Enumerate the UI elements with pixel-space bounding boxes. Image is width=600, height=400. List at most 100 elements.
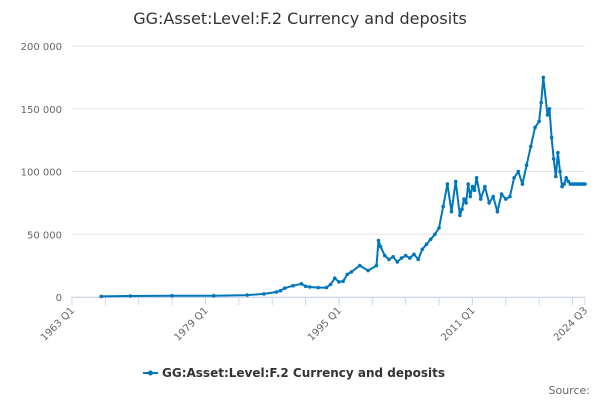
data-point (466, 182, 471, 186)
data-point (524, 163, 529, 167)
y-gridlines (72, 45, 585, 298)
data-point (551, 157, 556, 161)
data-point (554, 174, 558, 179)
data-point (468, 194, 473, 199)
data-point (472, 188, 477, 193)
data-point (341, 279, 345, 284)
data-point (299, 282, 304, 286)
data-point (541, 75, 546, 80)
x-tick-label: 1963 Q1 (39, 305, 77, 343)
data-point (358, 263, 362, 268)
data-point (564, 176, 568, 180)
data-point (328, 282, 333, 287)
data-point (424, 242, 429, 247)
y-tick-label: 100 000 (21, 168, 62, 179)
data-point (282, 286, 287, 291)
y-tick-label: 0 (56, 293, 62, 304)
data-point (504, 197, 508, 201)
data-point (345, 272, 350, 277)
y-tick-label: 150 000 (21, 105, 62, 116)
data-point (453, 179, 458, 184)
data-point (128, 294, 133, 298)
data-point (316, 285, 320, 290)
data-point (445, 182, 450, 186)
data-point (333, 276, 337, 281)
data-point (487, 201, 491, 205)
x-axis: 1963 Q1 1979 Q1 1995 Q1 2011 Q1 2024 Q3 (39, 297, 590, 343)
data-point (274, 290, 279, 294)
data-point (378, 245, 383, 249)
y-tick-label: 200 000 (21, 42, 62, 53)
data-point (449, 209, 454, 214)
data-point (529, 144, 533, 149)
data-point (99, 294, 103, 299)
data-point (516, 169, 521, 174)
data-point (566, 179, 571, 184)
data-point (433, 232, 437, 237)
data-point (499, 192, 504, 196)
data-point (556, 150, 560, 155)
data-point (458, 213, 462, 218)
data-point (420, 247, 425, 252)
data-point (387, 257, 391, 262)
data-point (416, 257, 421, 262)
x-tick-label: 1995 Q1 (306, 305, 344, 343)
data-point (583, 182, 587, 186)
data-point (303, 284, 308, 289)
chart-title: GG:Asset:Level:F.2 Currency and deposits (133, 9, 467, 28)
data-point (170, 293, 174, 298)
data-point (291, 283, 295, 288)
data-point (533, 125, 537, 130)
source-label: Source: (549, 384, 591, 397)
data-point (460, 207, 464, 211)
data-point (395, 260, 400, 264)
data-point (337, 280, 341, 284)
y-axis-ticks: 0 50 000 100 000 150 000 200 000 (21, 42, 62, 304)
data-point (495, 209, 500, 214)
data-point (324, 285, 329, 290)
data-point (547, 107, 552, 111)
data-point (412, 252, 416, 257)
data-point (520, 182, 525, 186)
data-point (403, 253, 408, 258)
data-point (245, 293, 249, 297)
data-point (349, 270, 354, 274)
data-point (441, 204, 446, 209)
data-point (560, 184, 564, 189)
x-tick-label: 2024 Q3 (552, 305, 590, 343)
data-point (374, 263, 379, 268)
data-point (470, 184, 475, 189)
y-tick-label: 50 000 (27, 230, 62, 241)
data-point (474, 176, 479, 180)
data-point (278, 288, 283, 293)
data-point (462, 197, 466, 201)
data-point (545, 113, 550, 117)
data-point (539, 100, 543, 105)
data-point (491, 194, 496, 199)
data-point (376, 238, 381, 243)
legend-marker-symbol (148, 370, 153, 376)
data-point (391, 254, 395, 259)
data-point (512, 176, 516, 180)
data-point (212, 293, 216, 298)
data-point (562, 182, 566, 186)
data-point (428, 237, 433, 242)
data-point (366, 268, 370, 273)
data-point (508, 194, 512, 199)
data-point (383, 253, 387, 258)
data-point (537, 119, 541, 124)
data-point (464, 201, 468, 205)
data-point (478, 197, 483, 201)
data-point (437, 226, 441, 230)
legend[interactable]: GG:Asset:Level:F.2 Currency and deposits (143, 366, 445, 380)
data-point (558, 169, 562, 174)
data-point (549, 135, 554, 140)
legend-label: GG:Asset:Level:F.2 Currency and deposits (162, 366, 445, 380)
series-group (99, 75, 587, 299)
x-tick-label: 2011 Q1 (439, 305, 477, 343)
data-point (483, 184, 487, 189)
data-point (408, 256, 412, 260)
x-tick-label: 1979 Q1 (172, 305, 210, 343)
data-point (399, 256, 404, 260)
